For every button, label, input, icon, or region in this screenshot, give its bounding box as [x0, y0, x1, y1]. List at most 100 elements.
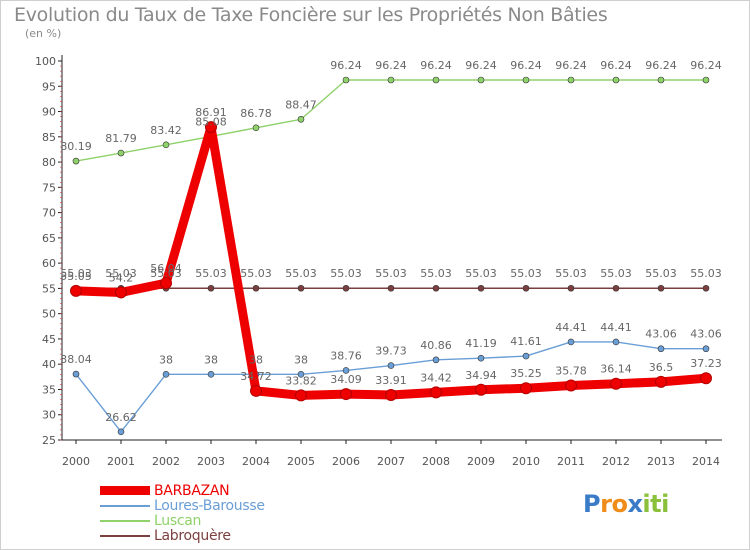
data-point [342, 367, 350, 374]
data-point [657, 76, 665, 84]
data-point [342, 284, 350, 292]
data-point [612, 284, 620, 292]
y-tick-label: 70 [42, 207, 56, 220]
data-point [657, 284, 665, 292]
data-label: 96.24 [555, 59, 587, 72]
x-tick-label: 2008 [422, 455, 450, 468]
data-label: 41.19 [465, 337, 497, 350]
data-label: 54.2 [109, 271, 134, 284]
series-barbazan [70, 121, 712, 402]
x-tick-label: 2004 [242, 455, 270, 468]
data-label: 55.03 [420, 267, 452, 280]
data-point [342, 76, 350, 84]
data-label: 81.79 [105, 132, 137, 145]
data-point [477, 284, 485, 292]
data-point [160, 277, 172, 290]
brand-letter: P [583, 490, 601, 518]
data-label: 55.03 [105, 267, 137, 280]
data-label: 38.04 [60, 353, 92, 366]
data-label: 38 [204, 353, 218, 366]
data-point [385, 388, 397, 401]
data-label: 80.19 [60, 140, 92, 153]
data-point [340, 388, 352, 401]
data-label: 96.24 [600, 59, 632, 72]
x-tick-label: 2011 [557, 455, 585, 468]
x-tick-label: 2005 [287, 455, 315, 468]
x-tick-label: 2000 [62, 455, 90, 468]
data-point [70, 284, 82, 297]
y-tick-label: 60 [42, 257, 56, 270]
series-line [75, 79, 707, 162]
data-label: 55.03 [645, 267, 677, 280]
data-point [567, 338, 575, 346]
brand-letter: i [661, 490, 669, 518]
data-point [207, 284, 215, 292]
data-point [702, 345, 710, 353]
data-point [432, 76, 440, 84]
y-tick-label: 50 [42, 308, 56, 321]
series-layer [70, 76, 712, 436]
data-label: 38 [159, 353, 173, 366]
brand-letter: x [627, 490, 643, 518]
data-point [387, 284, 395, 292]
data-label: 33.82 [285, 374, 317, 387]
y-tick-label: 65 [42, 232, 56, 245]
legend-swatch [100, 520, 150, 522]
axes: 25 30 35 40 45 50 55 60 65 70 75 80 85 90 95 100 2000 200… [35, 55, 722, 468]
data-label: 86.78 [240, 107, 272, 120]
data-label: 55.03 [555, 267, 587, 280]
data-label: 96.24 [465, 59, 497, 72]
data-point [295, 389, 307, 402]
brand-letter: i [642, 490, 651, 518]
data-label: 55.03 [510, 267, 542, 280]
data-label: 26.62 [105, 411, 137, 424]
data-label: 96.24 [375, 59, 407, 72]
data-label: 34.72 [240, 370, 272, 383]
legend-label: Luscan [154, 513, 202, 529]
data-label: 56.04 [150, 262, 182, 275]
y-tick-label: 30 [42, 409, 56, 422]
data-point [115, 286, 127, 299]
x-tick-label: 2012 [602, 455, 630, 468]
data-label: 36.14 [600, 363, 632, 376]
y-tick-label: 35 [42, 383, 56, 396]
data-point [117, 149, 125, 157]
x-tick-label: 2001 [107, 455, 135, 468]
data-label: 34.94 [465, 369, 497, 382]
data-point [702, 284, 710, 292]
y-axis-unit: (en %) [25, 27, 62, 40]
data-point [700, 372, 712, 385]
data-point [567, 284, 575, 292]
legend-label: Loures-Barousse [154, 498, 265, 514]
data-label: 43.06 [645, 328, 677, 341]
data-point [72, 157, 80, 165]
y-tick-label: 95 [42, 80, 56, 93]
data-label: 35.78 [555, 365, 587, 378]
data-point [567, 76, 575, 84]
data-label: 40.86 [420, 339, 452, 352]
data-label: 96.24 [420, 59, 452, 72]
data-label: 96.24 [510, 59, 542, 72]
y-tick-label: 45 [42, 333, 56, 346]
y-tick-label: 80 [42, 156, 56, 169]
y-tick-label: 90 [42, 106, 56, 119]
brand-letter: o [611, 490, 628, 518]
data-point [432, 356, 440, 364]
data-label: 96.24 [690, 59, 722, 72]
legend-label: Labroquère [154, 528, 231, 544]
data-point [520, 382, 532, 395]
legend-label: BARBAZAN [154, 483, 230, 499]
data-point [612, 338, 620, 346]
x-tick-label: 2003 [197, 455, 225, 468]
data-label: 55.03 [465, 267, 497, 280]
data-point [297, 284, 305, 292]
data-point [702, 76, 710, 84]
data-label: 39.73 [375, 345, 407, 358]
legend-swatch [100, 535, 150, 537]
data-point [117, 428, 125, 436]
data-point [297, 115, 305, 123]
data-point [162, 371, 170, 378]
data-label: 38 [249, 353, 263, 366]
